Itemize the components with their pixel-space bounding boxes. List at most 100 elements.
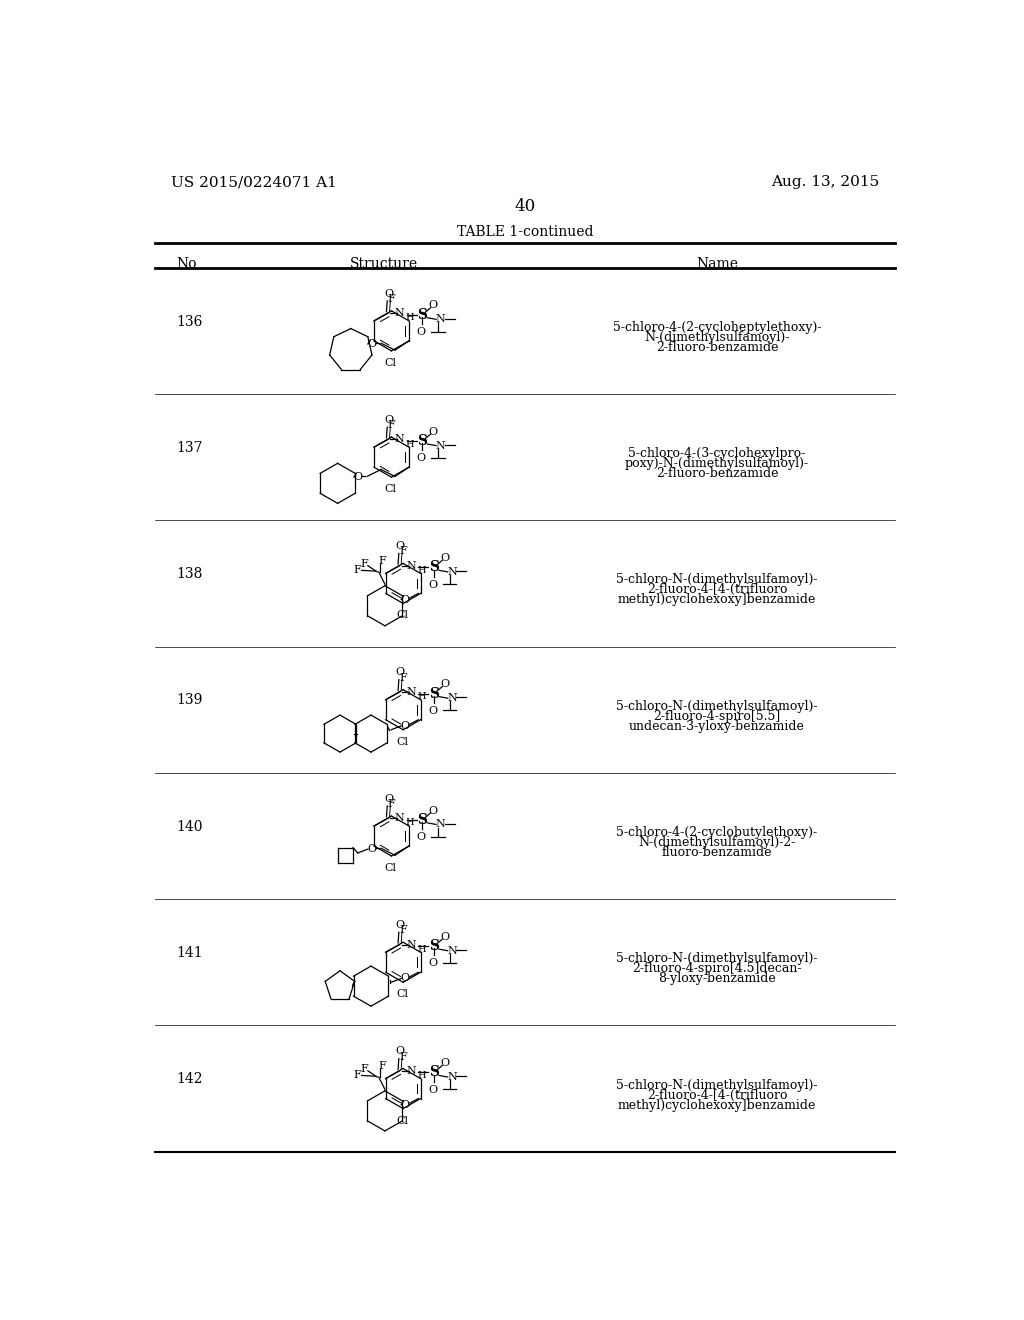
Text: O: O	[428, 958, 437, 969]
Text: O: O	[400, 973, 410, 983]
Text: 141: 141	[176, 946, 203, 960]
Text: 2-fluoro-4-spiro[4.5]decan-: 2-fluoro-4-spiro[4.5]decan-	[632, 962, 802, 975]
Text: methyl)cyclohexoxy]benzamide: methyl)cyclohexoxy]benzamide	[617, 594, 816, 606]
Text: Cl: Cl	[396, 1115, 409, 1126]
Text: N: N	[436, 820, 445, 829]
Text: O: O	[368, 843, 376, 854]
Text: Cl: Cl	[396, 989, 409, 999]
Text: 139: 139	[176, 693, 203, 708]
Text: N: N	[407, 686, 416, 697]
Text: Cl: Cl	[385, 358, 396, 368]
Text: S: S	[417, 434, 427, 447]
Text: O: O	[428, 805, 437, 816]
Text: F: F	[353, 565, 360, 576]
Text: F: F	[360, 1064, 369, 1074]
Text: H: H	[418, 1071, 426, 1080]
Text: TABLE 1-continued: TABLE 1-continued	[457, 224, 593, 239]
Text: 2-fluoro-4-spiro[5.5]: 2-fluoro-4-spiro[5.5]	[653, 710, 780, 723]
Text: H: H	[418, 692, 426, 701]
Text: O: O	[353, 473, 362, 482]
Text: S: S	[417, 813, 427, 826]
Text: 136: 136	[176, 314, 203, 329]
Text: Cl: Cl	[385, 484, 396, 494]
Text: poxy)-N-(dimethylsulfamoyl)-: poxy)-N-(dimethylsulfamoyl)-	[625, 457, 809, 470]
Text: F: F	[378, 556, 386, 566]
Text: F: F	[388, 799, 395, 809]
Text: Name: Name	[696, 257, 738, 271]
Text: F: F	[353, 1071, 360, 1081]
Text: F: F	[388, 420, 395, 430]
Text: 142: 142	[176, 1072, 203, 1086]
Text: 137: 137	[176, 441, 203, 455]
Text: 8-yloxy-benzamide: 8-yloxy-benzamide	[658, 973, 776, 985]
Text: 5-chloro-4-(2-cyclobutylethoxy)-: 5-chloro-4-(2-cyclobutylethoxy)-	[616, 826, 817, 840]
Text: methyl)cyclohexoxy]benzamide: methyl)cyclohexoxy]benzamide	[617, 1098, 816, 1111]
Text: F: F	[399, 925, 407, 936]
Text: O: O	[400, 594, 410, 605]
Text: O: O	[396, 541, 404, 552]
Text: N: N	[407, 940, 416, 949]
Text: N-(dimethylsulfamoyl)-: N-(dimethylsulfamoyl)-	[644, 331, 790, 345]
Text: 2-fluoro-4-[4-(trifluoro: 2-fluoro-4-[4-(trifluoro	[647, 1089, 787, 1102]
Text: 2-fluoro-benzamide: 2-fluoro-benzamide	[655, 341, 778, 354]
Text: No: No	[176, 257, 197, 271]
Text: O: O	[428, 1085, 437, 1094]
Text: S: S	[429, 686, 438, 701]
Text: O: O	[417, 327, 426, 337]
Text: N: N	[407, 561, 416, 570]
Text: F: F	[399, 1052, 407, 1061]
Text: O: O	[396, 1047, 404, 1056]
Text: N: N	[447, 566, 457, 577]
Text: H: H	[406, 313, 415, 322]
Text: H: H	[406, 818, 415, 828]
Text: 5-chloro-4-(3-cyclohexylpro-: 5-chloro-4-(3-cyclohexylpro-	[629, 447, 806, 461]
Text: O: O	[428, 579, 437, 590]
Text: 5-chloro-N-(dimethylsulfamoyl)-: 5-chloro-N-(dimethylsulfamoyl)-	[616, 573, 818, 586]
Text: 5-chloro-N-(dimethylsulfamoyl)-: 5-chloro-N-(dimethylsulfamoyl)-	[616, 1078, 818, 1092]
Text: F: F	[388, 294, 395, 304]
Text: S: S	[417, 308, 427, 322]
Text: N: N	[436, 441, 445, 450]
Text: O: O	[440, 553, 450, 564]
Text: N: N	[436, 314, 445, 325]
Text: O: O	[400, 721, 410, 731]
Text: N: N	[394, 813, 404, 824]
Text: 140: 140	[176, 820, 203, 834]
Text: 5-chloro-N-(dimethylsulfamoyl)-: 5-chloro-N-(dimethylsulfamoyl)-	[616, 700, 818, 713]
Text: H: H	[418, 945, 426, 953]
Text: undecan-3-yloxy-benzamide: undecan-3-yloxy-benzamide	[629, 719, 805, 733]
Text: N-(dimethylsulfamoyl)-2-: N-(dimethylsulfamoyl)-2-	[638, 836, 796, 849]
Text: O: O	[428, 301, 437, 310]
Text: S: S	[429, 560, 438, 574]
Text: 2-fluoro-benzamide: 2-fluoro-benzamide	[655, 467, 778, 480]
Text: fluoro-benzamide: fluoro-benzamide	[662, 846, 772, 859]
Text: N: N	[447, 945, 457, 956]
Text: S: S	[429, 1065, 438, 1080]
Text: US 2015/0224071 A1: US 2015/0224071 A1	[171, 176, 337, 189]
Text: Cl: Cl	[396, 610, 409, 620]
Text: O: O	[417, 832, 426, 842]
Text: N: N	[394, 308, 404, 318]
Text: Cl: Cl	[385, 863, 396, 873]
Text: F: F	[399, 546, 407, 557]
Text: O: O	[417, 453, 426, 463]
Text: O: O	[428, 706, 437, 715]
Text: 2-fluoro-4-[4-(trifluoro: 2-fluoro-4-[4-(trifluoro	[647, 583, 787, 597]
Text: H: H	[406, 440, 415, 449]
Text: O: O	[440, 932, 450, 942]
Text: F: F	[378, 1061, 386, 1072]
Text: 5-chloro-4-(2-cycloheptylethoxy)-: 5-chloro-4-(2-cycloheptylethoxy)-	[612, 321, 821, 334]
Text: H: H	[418, 566, 426, 574]
Text: O: O	[396, 668, 404, 677]
Text: S: S	[429, 939, 438, 953]
Text: F: F	[360, 560, 369, 569]
Text: Aug. 13, 2015: Aug. 13, 2015	[771, 176, 879, 189]
Text: O: O	[384, 289, 393, 298]
Text: 138: 138	[176, 568, 203, 581]
Text: N: N	[447, 693, 457, 704]
Text: 5-chloro-N-(dimethylsulfamoyl)-: 5-chloro-N-(dimethylsulfamoyl)-	[616, 952, 818, 965]
Text: O: O	[384, 414, 393, 425]
Text: O: O	[400, 1100, 410, 1110]
Text: O: O	[368, 339, 376, 348]
Text: N: N	[407, 1065, 416, 1076]
